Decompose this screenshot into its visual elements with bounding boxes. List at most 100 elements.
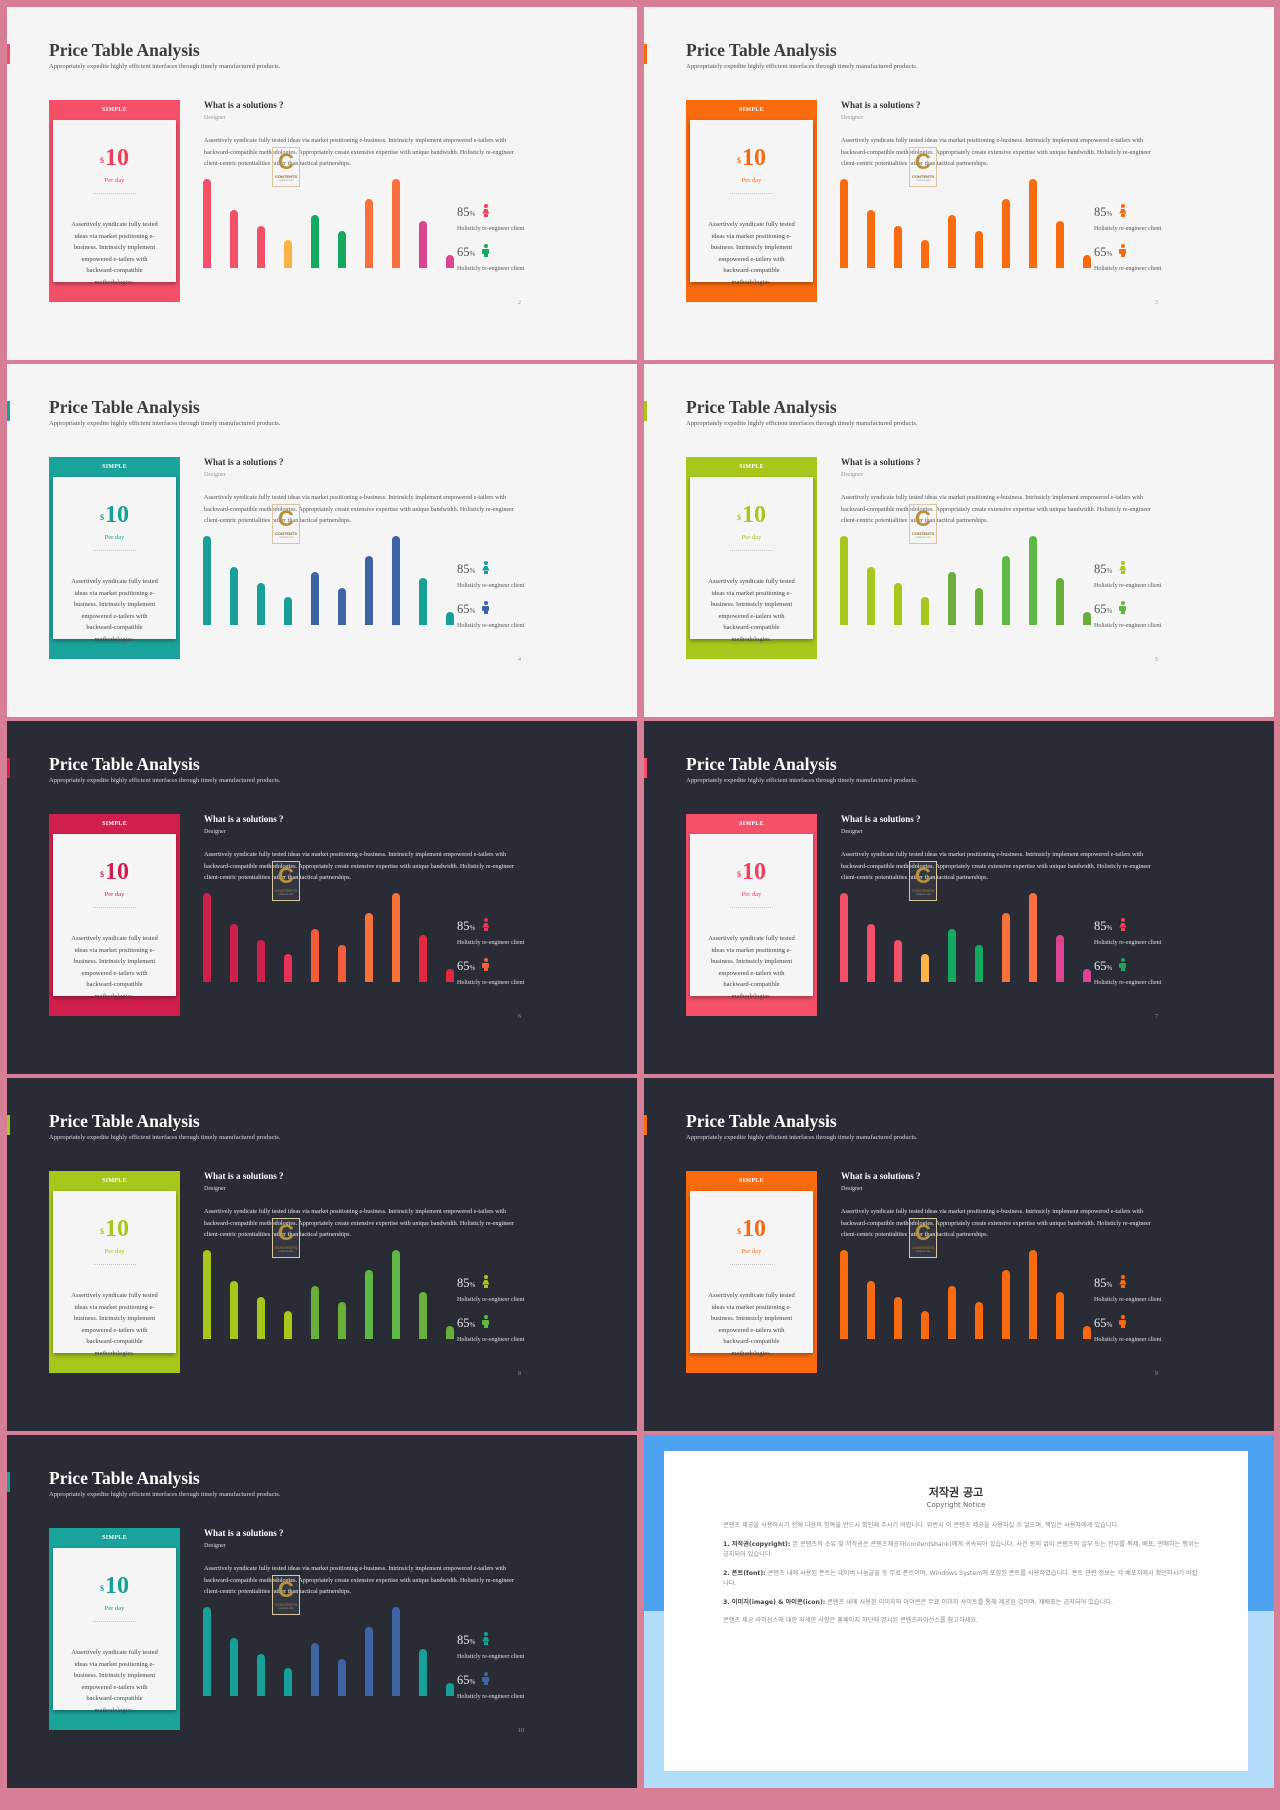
watermark-letter: C xyxy=(915,863,931,888)
slide-2[interactable]: Price Table Analysis Appropriately exped… xyxy=(7,7,637,360)
bar-4 xyxy=(921,954,929,982)
divider xyxy=(730,193,773,194)
accent-bar xyxy=(644,44,647,64)
stat-female: 85% Holisticly re-engineer client xyxy=(1094,561,1161,589)
bar-2 xyxy=(867,567,875,625)
bar-2 xyxy=(230,924,238,982)
female-person-icon xyxy=(1118,561,1127,574)
accent-bar xyxy=(7,44,10,64)
stat-value: 65% xyxy=(1094,958,1161,975)
bar-9 xyxy=(419,220,427,268)
slide-subtitle: Appropriately expedite highly efficient … xyxy=(686,63,918,70)
stat-value: 65% xyxy=(457,601,524,618)
slide-subtitle: Appropriately expedite highly efficient … xyxy=(49,1134,281,1141)
stat-male: 65% Holisticly re-engineer client xyxy=(1094,1315,1161,1343)
bar-8 xyxy=(1029,893,1037,982)
watermark-letter: C xyxy=(915,1220,931,1245)
slide-7[interactable]: Price Table Analysis Appropriately exped… xyxy=(644,721,1274,1074)
price-card: SIMPLE $10 Per day Assertively syndicate… xyxy=(686,814,817,1016)
divider xyxy=(730,1264,773,1265)
stat-female: 85% Holisticly re-engineer client xyxy=(457,918,524,946)
slide-subtitle: Appropriately expedite highly efficient … xyxy=(686,420,918,427)
price: $10 xyxy=(53,146,176,173)
slide-3[interactable]: Price Table Analysis Appropriately exped… xyxy=(644,7,1274,360)
question-body: Assertively syndicate fully tested ideas… xyxy=(204,1565,514,1595)
price-card: SIMPLE $10 Per day Assertively syndicate… xyxy=(49,1528,180,1730)
bar-10 xyxy=(446,611,454,625)
bar-3 xyxy=(894,226,902,268)
bar-2 xyxy=(230,210,238,268)
bar-chart xyxy=(840,1250,1091,1339)
page-number: 6 xyxy=(518,1014,521,1020)
watermark-subtext: contents.com xyxy=(278,1250,294,1253)
slide-subtitle: Appropriately expedite highly efficient … xyxy=(49,777,281,784)
question-body: Assertively syndicate fully tested ideas… xyxy=(204,851,514,881)
bar-8 xyxy=(392,536,400,625)
bar-6 xyxy=(975,944,983,982)
question-body: Assertively syndicate fully tested ideas… xyxy=(841,1208,1151,1238)
slide-8[interactable]: Price Table Analysis Appropriately exped… xyxy=(7,1078,637,1431)
stat-number: 65 xyxy=(457,245,470,259)
female-person-icon xyxy=(481,561,490,574)
price-card: SIMPLE $10 Per day Assertively syndicate… xyxy=(686,100,817,302)
bar-8 xyxy=(1029,179,1037,268)
card-inner: $10 Per day Assertively syndicate fully … xyxy=(690,1191,813,1357)
stat-number: 85 xyxy=(457,919,470,933)
stat-label: Holisticly re-engineer client xyxy=(457,1654,525,1660)
slide-title: Price Table Analysis xyxy=(49,754,200,774)
price-card: SIMPLE $10 Per day Assertively syndicate… xyxy=(686,1171,817,1373)
stat-unit: % xyxy=(469,1678,476,1686)
bar-4 xyxy=(284,954,292,982)
page-number: 5 xyxy=(1155,657,1158,663)
slide-5[interactable]: Price Table Analysis Appropriately exped… xyxy=(644,364,1274,717)
bar-8 xyxy=(392,1607,400,1696)
card-description: Assertively syndicate fully tested ideas… xyxy=(71,221,158,286)
question-title: What is a solutions ? xyxy=(204,100,284,110)
watermark-letter: C xyxy=(915,506,931,531)
stat-unit: % xyxy=(469,1321,476,1329)
question-title: What is a solutions ? xyxy=(841,100,921,110)
price-period: Per day xyxy=(741,891,762,898)
stat-number: 65 xyxy=(1094,245,1107,259)
price: $10 xyxy=(53,1574,176,1601)
price-value: 10 xyxy=(105,502,129,528)
bar-7 xyxy=(365,199,373,268)
watermark-letter: C xyxy=(278,1220,294,1245)
bar-6 xyxy=(338,944,346,982)
bar-3 xyxy=(894,583,902,625)
price-currency: $ xyxy=(100,870,104,879)
bar-3 xyxy=(257,226,265,268)
bar-7 xyxy=(1002,199,1010,268)
stat-male: 65% Holisticly re-engineer client xyxy=(457,1315,524,1343)
question-subtitle: Designer xyxy=(204,1186,226,1192)
bar-8 xyxy=(1029,1250,1037,1339)
slide-6[interactable]: Price Table Analysis Appropriately exped… xyxy=(7,721,637,1074)
price-currency: $ xyxy=(100,1584,104,1593)
card-inner: $10 Per day Assertively syndicate fully … xyxy=(53,477,176,643)
bar-1 xyxy=(203,536,211,625)
card-label: SIMPLE xyxy=(102,1178,127,1184)
slide-subtitle: Appropriately expedite highly efficient … xyxy=(686,777,918,784)
male-person-icon xyxy=(1118,958,1127,971)
slide-title: Price Table Analysis xyxy=(49,1111,200,1131)
bar-10 xyxy=(446,254,454,268)
slide-9[interactable]: Price Table Analysis Appropriately exped… xyxy=(644,1078,1274,1431)
stat-value: 65% xyxy=(1094,1315,1161,1332)
accent-bar xyxy=(644,758,647,778)
slide-10[interactable]: Price Table Analysis Appropriately exped… xyxy=(7,1435,637,1788)
male-person-icon xyxy=(1118,601,1127,614)
price-value: 10 xyxy=(105,859,129,885)
price-card: SIMPLE $10 Per day Assertively syndicate… xyxy=(49,1171,180,1373)
bar-6 xyxy=(338,1658,346,1696)
accent-bar xyxy=(7,758,10,778)
stat-unit: % xyxy=(469,250,476,258)
price-currency: $ xyxy=(100,513,104,522)
stat-unit: % xyxy=(1106,250,1113,258)
slide-4[interactable]: Price Table Analysis Appropriately exped… xyxy=(7,364,637,717)
price: $10 xyxy=(690,1217,813,1244)
price-currency: $ xyxy=(737,156,741,165)
copyright-slide[interactable]: 저작권 공고 Copyright Notice 콘텐츠 제공을 사용하시기 전에… xyxy=(644,1435,1274,1788)
watermark-text: CONTENTS xyxy=(275,1245,297,1250)
bar-chart xyxy=(203,1607,454,1696)
page-number: 10 xyxy=(518,1728,524,1734)
